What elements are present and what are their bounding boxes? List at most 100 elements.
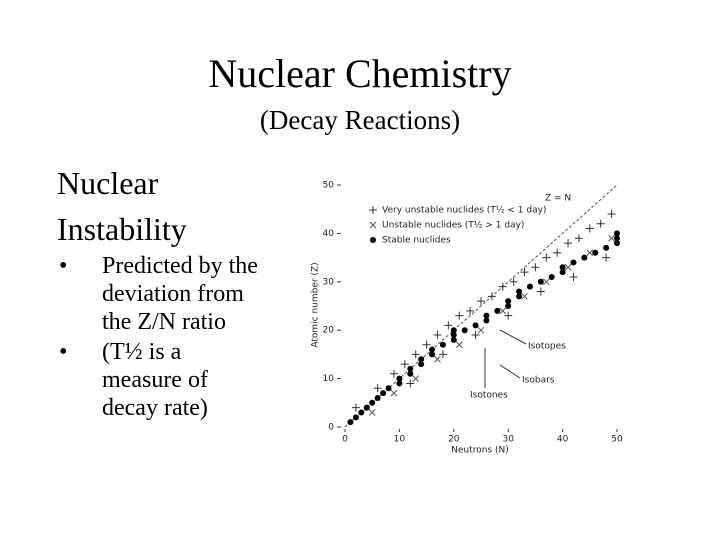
data-point — [352, 414, 359, 421]
data-point — [548, 273, 555, 280]
data-point — [363, 404, 370, 411]
data-point — [368, 409, 376, 416]
data-point — [614, 230, 620, 237]
data-point — [450, 327, 457, 334]
data-point — [477, 326, 485, 334]
data-point — [434, 355, 441, 363]
data-point — [472, 322, 479, 329]
data-point — [483, 317, 490, 324]
data-point — [520, 268, 529, 277]
data-point — [347, 419, 354, 426]
data-point — [444, 321, 453, 330]
pointer — [499, 364, 521, 379]
data-point — [592, 249, 599, 256]
data-point — [380, 390, 387, 397]
data-point — [407, 365, 414, 372]
bullet: Predicted by the deviation from the Z/N … — [57, 252, 267, 336]
x-tick-label: 40 — [557, 435, 569, 445]
data-point — [585, 224, 594, 233]
data-point — [407, 370, 414, 377]
data-point — [487, 292, 496, 301]
y-tick-label: 20 — [323, 326, 335, 336]
data-point — [396, 380, 403, 387]
data-point — [559, 269, 566, 276]
data-point — [581, 254, 588, 261]
data-point — [358, 409, 365, 416]
data-point — [439, 341, 446, 348]
data-point — [385, 385, 392, 392]
data-point — [406, 379, 415, 388]
data-point — [450, 336, 457, 343]
data-point — [422, 340, 431, 349]
data-point — [542, 278, 550, 286]
data-point — [536, 287, 545, 296]
data-point — [614, 235, 620, 242]
pointer — [499, 329, 527, 345]
legend-label: Very unstable nuclides (T½ < 1 day) — [382, 206, 546, 216]
data-point — [369, 399, 376, 406]
data-point — [373, 384, 382, 393]
data-point — [531, 263, 540, 272]
data-point — [429, 346, 436, 353]
data-point — [369, 206, 377, 214]
data-point — [471, 331, 480, 340]
data-point — [608, 234, 615, 242]
x-tick-label: 0 — [342, 435, 348, 445]
annotation: Isobars — [522, 376, 555, 386]
data-point — [429, 351, 436, 358]
data-point — [438, 350, 447, 359]
data-point — [574, 234, 583, 243]
data-point — [569, 272, 578, 281]
data-point — [369, 221, 377, 229]
data-point — [498, 282, 507, 291]
data-point — [603, 244, 610, 251]
data-point — [586, 249, 594, 257]
data-point — [516, 288, 523, 295]
y-tick-label: 10 — [323, 374, 335, 384]
y-tick-label: 50 — [323, 181, 335, 191]
data-point — [602, 253, 611, 262]
x-tick-label: 20 — [448, 435, 460, 445]
legend-label: Unstable nuclides (T½ > 1 day) — [382, 221, 524, 231]
data-point — [542, 253, 551, 262]
data-point — [433, 331, 442, 340]
data-point — [374, 394, 381, 401]
data-point — [455, 311, 464, 320]
heading: Nuclear Instability — [57, 165, 187, 247]
data-point — [412, 375, 420, 382]
annotation: Isotones — [470, 391, 508, 401]
subtitle: (Decay Reactions) — [259, 105, 461, 135]
data-point — [504, 311, 513, 320]
data-point — [553, 248, 562, 257]
x-tick-label: 30 — [502, 435, 514, 445]
x-tick-label: 50 — [611, 435, 623, 445]
data-point — [537, 278, 544, 285]
annotation: Isotopes — [528, 342, 566, 352]
data-point — [396, 375, 403, 382]
data-point — [505, 303, 512, 309]
y-tick-label: 30 — [323, 277, 335, 287]
legend-label: Stable nuclides — [382, 236, 451, 246]
data-point — [390, 389, 398, 397]
bullet-list: Predicted by the deviation from the Z/N … — [57, 252, 267, 424]
data-point — [505, 298, 512, 305]
x-axis-label: Neutrons (N) — [451, 446, 509, 456]
data-point — [400, 360, 409, 369]
data-point — [526, 283, 533, 290]
data-point — [411, 350, 420, 359]
data-point — [564, 263, 572, 271]
data-point — [483, 312, 490, 319]
data-point — [509, 277, 518, 286]
x-tick-label: 10 — [394, 435, 406, 445]
data-point — [596, 219, 605, 228]
y-tick-label: 40 — [323, 229, 335, 239]
bullet: (T½ is a measure of decay rate) — [57, 338, 267, 422]
data-point — [418, 356, 425, 363]
data-point — [570, 259, 577, 266]
y-tick-label: 0 — [328, 423, 334, 433]
data-point — [351, 403, 360, 412]
y-axis-label: Atomic number (Z) — [311, 262, 321, 347]
data-point — [455, 341, 463, 349]
data-point — [559, 264, 566, 271]
